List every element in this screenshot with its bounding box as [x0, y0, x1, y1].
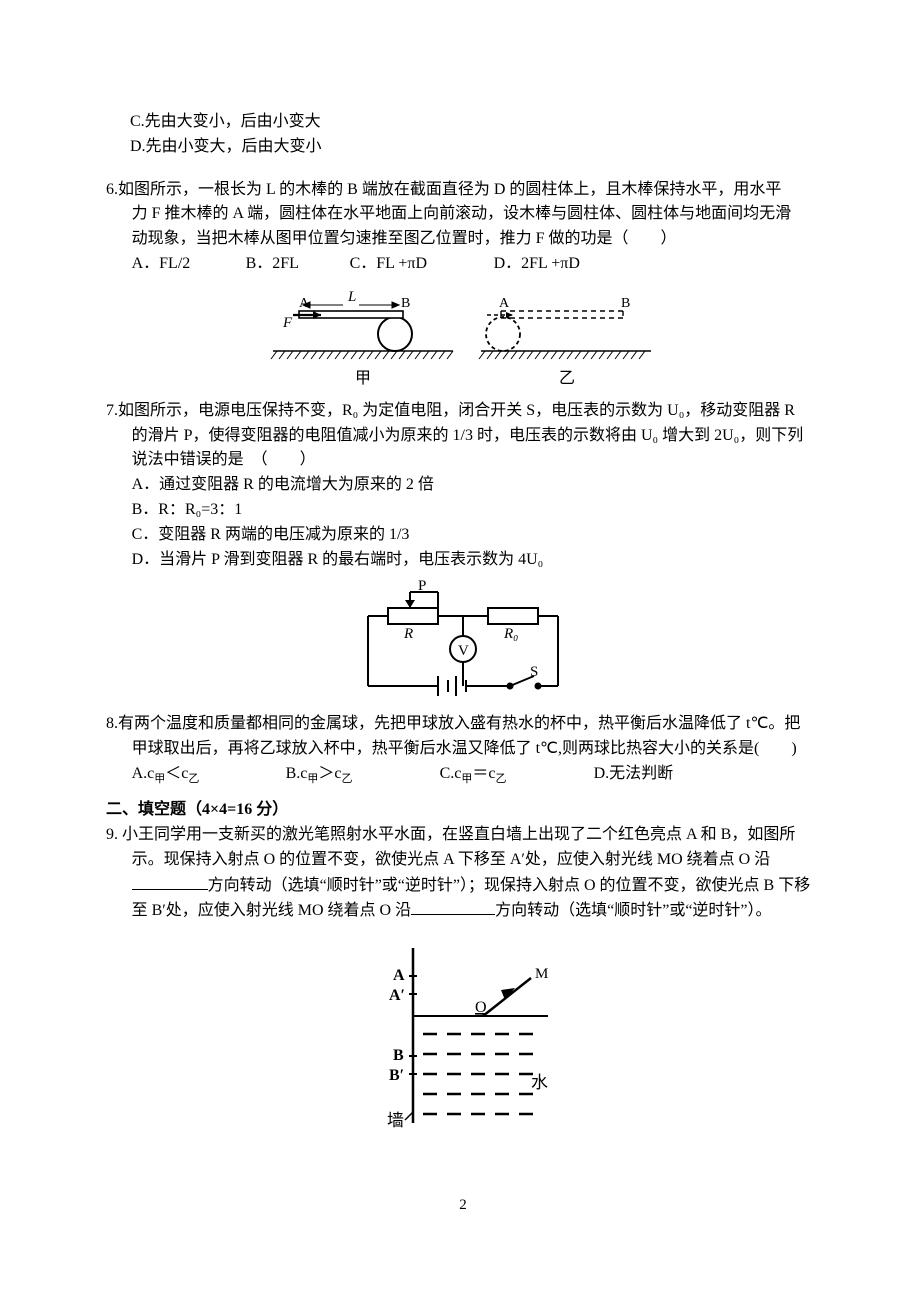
- q8-stem-line2: 甲球取出后，再将乙球放入杯中，热平衡后水温又降低了 t℃,则两球比热容大小的关系…: [106, 737, 820, 762]
- q9-figure: A A′ O B B′ M 水 墙: [106, 938, 820, 1138]
- q7-option-d: D．当滑片 P 滑到变阻器 R 的最右端时，电压表示数为 4U₀: [106, 548, 820, 573]
- q6-left-ground: [271, 351, 453, 359]
- q6-right-label-b: B: [621, 296, 630, 311]
- q6-left-label-a: A: [299, 296, 310, 311]
- q6-left-label-f: F: [282, 315, 293, 331]
- q8-opt-c-sub2: 乙: [495, 771, 506, 788]
- q7-label-r0: R₀: [503, 626, 518, 642]
- q7-figure: P R R₀ V S: [106, 576, 820, 706]
- q6-options: A．FL/2 B．2FL C．FL +πD D．2FL +πD: [106, 252, 820, 277]
- q9-stem-line4: 至 B′处，应使入射光线 MO 绕着点 O 沿 方向转动（选填“顺时针”或“逆时针…: [106, 898, 820, 924]
- q9-label-b: B: [393, 1047, 404, 1064]
- q6-right-ground: [479, 351, 651, 359]
- q9-blank-2[interactable]: [411, 898, 495, 915]
- q9-label-bp: B′: [389, 1067, 404, 1084]
- q7-stem-line2: 的滑片 P，使得变阻器的电阻值减小为原来的 1/3 时，电压表的示数将由 U₀ …: [106, 424, 820, 449]
- q8-option-c: C.c 甲＝c 乙: [440, 762, 590, 788]
- q6-stem-line3: 动现象，当把木棒从图甲位置匀速推至图乙位置时，推力 F 做的功是（ ）: [106, 227, 820, 252]
- q8-opt-c-pre: C.c: [440, 762, 462, 787]
- q5-option-c: C.先由大变小，后由小变大: [106, 110, 820, 135]
- q6-left-caption: 甲: [355, 370, 371, 387]
- q7-figure-svg: P R R₀ V S: [348, 576, 578, 706]
- q9-stem-line2: 示。现保持入射点 O 的位置不变，欲使光点 A 下移至 A′处，应使入射光线 M…: [106, 848, 820, 873]
- q8-opt-b-mid: ＞c: [318, 762, 341, 787]
- q7-label-r: R: [403, 626, 413, 642]
- q6-left-cylinder: [378, 317, 412, 351]
- q8-option-b: B.c 甲＞c 乙: [286, 762, 436, 788]
- q8-opt-a-pre: A.c: [132, 762, 155, 787]
- q6-stem-line2: 力 F 推木棒的 A 端，圆柱体在水平地面上向前滚动，设木棒与圆柱体、圆柱体与地…: [106, 202, 820, 227]
- q7-option-b: B．R：R₀=3：1: [106, 498, 820, 523]
- q6-stem-line1: 6.如图所示，一根长为 L 的木棒的 B 端放在截面直径为 D 的圆柱体上，且木…: [106, 178, 820, 203]
- q6-left-label-b: B: [401, 296, 410, 311]
- q7-stem-line1: 7.如图所示，电源电压保持不变，R₀ 为定值电阻，闭合开关 S，电压表的示数为 …: [106, 399, 820, 424]
- q8-option-d: D.无法判断: [594, 762, 674, 787]
- q9-label-m: M: [535, 966, 548, 982]
- q9-label-o: O: [475, 999, 487, 1016]
- page-number: 2: [106, 1194, 820, 1217]
- q9-blank-1[interactable]: [132, 873, 208, 890]
- q8-opt-b-sub1: 甲: [307, 771, 318, 788]
- q7-resistor-r0: [488, 608, 538, 624]
- q9-water-dashes: [423, 1034, 543, 1114]
- q6-right-caption: 乙: [559, 370, 575, 387]
- q6-option-d: D．2FL +πD: [494, 252, 580, 277]
- q8-opt-a-sub1: 甲: [154, 771, 165, 788]
- q9-label-a: A: [393, 967, 405, 984]
- q6-right-rod: [501, 311, 623, 318]
- q9-stem-line3-text: 方向转动（选填“顺时针”或“逆时针”）；现保持入射点 O 的位置不变，欲使光点 …: [208, 877, 811, 894]
- q7-resistor-r: [388, 608, 438, 624]
- q9-label-ap: A′: [389, 987, 405, 1004]
- q8-opt-c-mid: ＝c: [472, 762, 495, 787]
- q8-opt-b-pre: B.c: [286, 762, 308, 787]
- q9-stem-line4-a: 至 B′处，应使入射光线 MO 绕着点 O 沿: [132, 902, 412, 919]
- q9-stem-line4-b: 方向转动（选填“顺时针”或“逆时针”）。: [495, 902, 771, 919]
- q8-opt-c-sub1: 甲: [461, 771, 472, 788]
- q8-opt-a-sub2: 乙: [188, 771, 199, 788]
- q6-option-a: A．FL/2: [132, 252, 242, 277]
- q9-stem-line3: 方向转动（选填“顺时针”或“逆时针”）；现保持入射点 O 的位置不变，欲使光点 …: [106, 873, 820, 899]
- q8-stem-line1: 8.有两个温度和质量都相同的金属球，先把甲球放入盛有热水的杯中，热平衡后水温降低…: [106, 712, 820, 737]
- q7-stem-line3: 说法中错误的是 （ ）: [106, 448, 820, 473]
- q5-option-d: D.先由小变大，后由大变小: [106, 135, 820, 160]
- q6-figure-svg: L F A B 甲: [263, 281, 663, 393]
- q6-option-c: C．FL +πD: [350, 252, 490, 277]
- q6-option-b: B．2FL: [246, 252, 346, 277]
- q6-figure: L F A B 甲: [106, 281, 820, 393]
- q7-option-a: A．通过变阻器 R 的电流增大为原来的 2 倍: [106, 473, 820, 498]
- q8-opt-b-sub2: 乙: [341, 771, 352, 788]
- q6-left-label-l: L: [347, 289, 356, 305]
- q8-options: A.c 甲＜c 乙 B.c 甲＞c 乙 C.c 甲＝c 乙 D.无法判断: [106, 762, 820, 788]
- q7-option-c: C．变阻器 R 两端的电压减为原来的 1/3: [106, 523, 820, 548]
- q9-label-wall: 墙: [387, 1111, 404, 1130]
- q8-opt-a-mid: ＜c: [165, 762, 188, 787]
- q6-right-label-a: A: [499, 296, 510, 311]
- section2-title: 二、填空题（4×4=16 分）: [106, 798, 820, 823]
- q7-label-s: S: [530, 664, 538, 680]
- q7-label-p: P: [418, 578, 426, 594]
- q9-label-water: 水: [531, 1073, 548, 1092]
- q6-right-force-arrow: [487, 312, 513, 318]
- q9-figure-svg: A A′ O B B′ M 水 墙: [353, 938, 573, 1138]
- q7-label-v: V: [458, 643, 469, 659]
- page-content: C.先由大变小，后由小变大 D.先由小变大，后由大变小 6.如图所示，一根长为 …: [0, 0, 920, 1257]
- q8-option-a: A.c 甲＜c 乙: [132, 762, 282, 788]
- q9-ray-mo: [483, 978, 531, 1016]
- q9-stem-line1: 9. 小王同学用一支新买的激光笔照射水平水面，在竖直白墙上出现了二个红色亮点 A…: [106, 823, 820, 848]
- q6-right-cylinder: [486, 317, 520, 351]
